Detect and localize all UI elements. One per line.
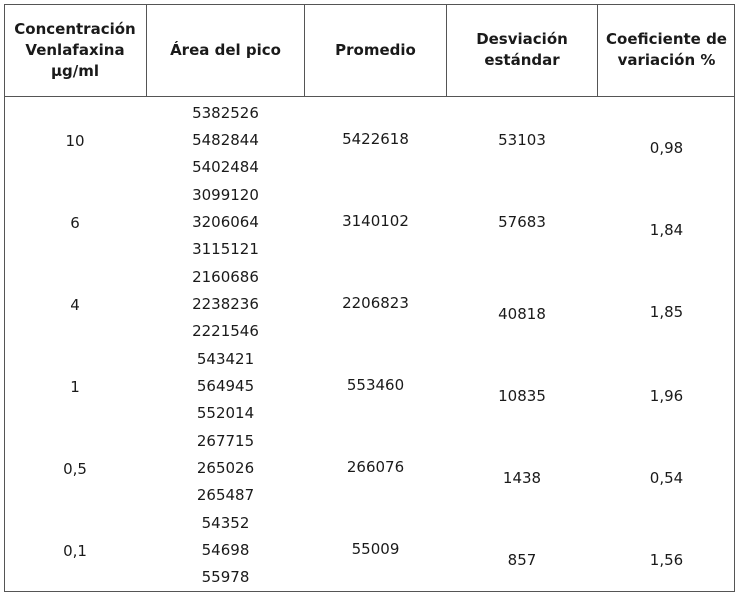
- column-divider: [304, 4, 305, 96]
- header-peak-area: Área del pico: [170, 40, 281, 59]
- concentration-value: 0,5: [63, 460, 87, 478]
- peak-area-value: 54698: [201, 541, 250, 559]
- concentration-value: 0,1: [63, 542, 87, 560]
- cv-value: 1,56: [649, 551, 684, 569]
- peak-area-value: 265026: [196, 459, 255, 477]
- cv-value: 1,84: [649, 221, 684, 239]
- std-dev-value: 53103: [498, 131, 546, 149]
- peak-area-value: 543421: [196, 350, 255, 368]
- peak-area-value: 2238236: [192, 295, 259, 313]
- mean-value: 3140102: [342, 212, 409, 230]
- peak-area-value: 2221546: [192, 322, 259, 340]
- table-frame: [4, 4, 735, 592]
- concentration-value: 4: [70, 296, 80, 314]
- cv-value: 0,98: [649, 139, 684, 157]
- data-table: Concentración Venlafaxina µg/ml Área del…: [4, 4, 735, 592]
- peak-area-value: 55978: [201, 568, 250, 586]
- std-dev-value: 1438: [502, 469, 542, 487]
- peak-area-value: 2160686: [192, 268, 259, 286]
- concentration-value: 10: [65, 132, 85, 150]
- peak-area-value: 3099120: [192, 186, 259, 204]
- peak-area-value: 552014: [196, 404, 255, 422]
- peak-area-value: 5382526: [192, 104, 259, 122]
- header-divider: [4, 96, 735, 97]
- mean-value: 55009: [351, 540, 400, 558]
- std-dev-value: 40818: [498, 305, 546, 323]
- peak-area-value: 564945: [196, 377, 255, 395]
- column-divider: [146, 4, 147, 96]
- column-divider: [446, 4, 447, 96]
- std-dev-value: 10835: [498, 387, 546, 405]
- cv-value: 0,54: [649, 469, 684, 487]
- cv-value: 1,85: [649, 303, 684, 321]
- peak-area-value: 54352: [201, 514, 250, 532]
- peak-area-value: 265487: [196, 486, 255, 504]
- mean-value: 5422618: [342, 130, 409, 148]
- std-dev-value: 857: [507, 551, 537, 569]
- header-mean: Promedio: [335, 40, 416, 59]
- mean-value: 266076: [346, 458, 405, 476]
- column-divider: [597, 4, 598, 96]
- concentration-value: 1: [70, 378, 80, 396]
- header-std-dev: Desviación estándar: [476, 30, 568, 69]
- cv-value: 1,96: [649, 387, 684, 405]
- peak-area-value: 3115121: [192, 240, 259, 258]
- concentration-value: 6: [70, 214, 80, 232]
- mean-value: 553460: [346, 376, 405, 394]
- peak-area-value: 3206064: [192, 213, 259, 231]
- header-concentration: Concentración Venlafaxina µg/ml: [14, 19, 136, 80]
- peak-area-value: 5402484: [192, 158, 259, 176]
- mean-value: 2206823: [342, 294, 409, 312]
- peak-area-value: 5482844: [192, 131, 259, 149]
- std-dev-value: 57683: [498, 213, 546, 231]
- header-cv: Coeficiente de variación %: [606, 30, 727, 69]
- peak-area-value: 267715: [196, 432, 255, 450]
